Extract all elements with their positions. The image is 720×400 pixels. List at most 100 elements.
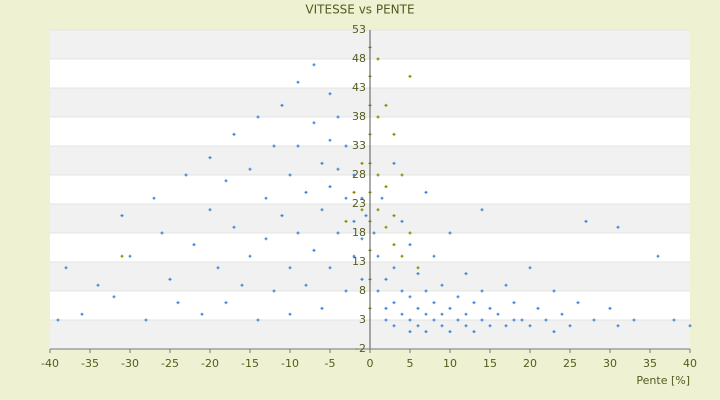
point [328, 138, 332, 142]
point [360, 208, 364, 212]
point [504, 283, 508, 287]
point [120, 214, 124, 218]
point [160, 231, 164, 235]
point [400, 312, 404, 316]
point [592, 318, 596, 322]
x-tick-label: 30 [603, 357, 617, 370]
point [448, 306, 452, 310]
point [440, 283, 444, 287]
point [288, 266, 292, 270]
point [384, 318, 388, 322]
y-tick-label: 48 [352, 52, 366, 65]
point [376, 208, 380, 212]
point [176, 301, 180, 305]
point [224, 179, 228, 183]
point [448, 330, 452, 334]
point [416, 272, 420, 276]
point [320, 306, 324, 310]
point [384, 103, 388, 107]
point [256, 115, 260, 119]
point [512, 318, 516, 322]
point [400, 173, 404, 177]
x-tick-label: -35 [81, 357, 99, 370]
point [480, 208, 484, 212]
point [416, 266, 420, 270]
point [112, 295, 116, 299]
point [288, 173, 292, 177]
point [128, 254, 132, 258]
y-tick-label: -2 [355, 342, 366, 355]
point [392, 266, 396, 270]
point [320, 161, 324, 165]
x-axis-label: Pente [%] [636, 374, 690, 387]
point [488, 306, 492, 310]
point [464, 272, 468, 276]
point [448, 231, 452, 235]
y-tick-label: 43 [352, 81, 366, 94]
point [376, 289, 380, 293]
point [392, 243, 396, 247]
point [440, 312, 444, 316]
point [360, 237, 364, 241]
y-tick-label: 8 [359, 284, 366, 297]
point [400, 254, 404, 258]
point [408, 74, 412, 78]
point [376, 57, 380, 61]
x-tick-label: -10 [281, 357, 299, 370]
point [424, 190, 428, 194]
point [304, 190, 308, 194]
point [296, 80, 300, 84]
point [120, 254, 124, 258]
point [352, 254, 356, 258]
point [408, 295, 412, 299]
point [344, 144, 348, 148]
point [364, 214, 368, 218]
point [96, 283, 100, 287]
point [384, 306, 388, 310]
point [296, 231, 300, 235]
point [480, 289, 484, 293]
point [56, 318, 60, 322]
y-tick-label: 23 [352, 197, 366, 210]
point [248, 254, 252, 258]
point [456, 318, 460, 322]
point [328, 185, 332, 189]
point [392, 324, 396, 328]
point [424, 312, 428, 316]
point [656, 254, 660, 258]
point [304, 283, 308, 287]
point [464, 324, 468, 328]
point [352, 219, 356, 223]
point [416, 306, 420, 310]
point [472, 330, 476, 334]
point [264, 237, 268, 241]
point [568, 324, 572, 328]
point [336, 231, 340, 235]
point [552, 289, 556, 293]
point [360, 196, 364, 200]
point [224, 301, 228, 305]
point [480, 318, 484, 322]
y-tick-label: 53 [352, 23, 366, 36]
point [464, 312, 468, 316]
point [344, 219, 348, 223]
point [632, 318, 636, 322]
point [312, 248, 316, 252]
x-tick-label: -20 [201, 357, 219, 370]
point [352, 190, 356, 194]
point [584, 219, 588, 223]
point [544, 318, 548, 322]
point [616, 225, 620, 229]
x-tick-label: -15 [241, 357, 259, 370]
point [208, 156, 212, 160]
point [408, 231, 412, 235]
point [280, 214, 284, 218]
point [536, 306, 540, 310]
x-tick-label: -30 [121, 357, 139, 370]
point [392, 301, 396, 305]
point [216, 266, 220, 270]
x-tick-label: 15 [483, 357, 497, 370]
point [408, 318, 412, 322]
point [336, 167, 340, 171]
